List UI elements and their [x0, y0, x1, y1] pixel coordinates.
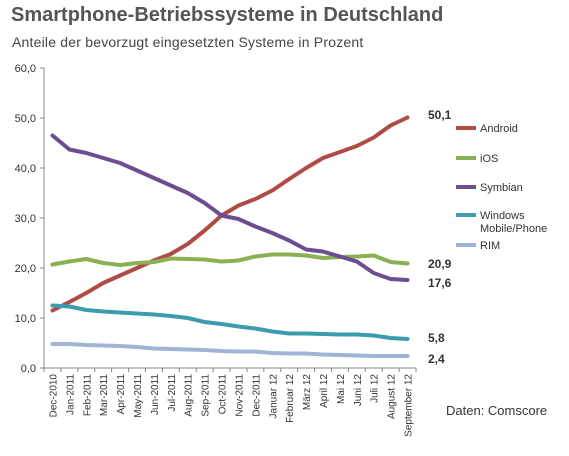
end-labels: 50,1 20,9 17,6 5,8 2,4	[428, 108, 452, 366]
series-lines	[50, 115, 410, 358]
series-line-rim	[50, 342, 410, 358]
series-line-windows-mobile-phone	[50, 303, 410, 341]
x-ticks: Dec-2010 Jan-2011 Feb-2011 Mar-2011 Apr-2011…	[43, 368, 417, 437]
end-value-label: 2,4	[428, 352, 445, 366]
x-tick-label: Feb-2011	[82, 374, 93, 417]
x-tick-label: Juli 12	[370, 374, 381, 403]
series-line-symbian	[50, 133, 410, 282]
y-tick-label: 10,0	[15, 313, 36, 325]
x-tick-label: Dec-2010	[48, 374, 59, 418]
x-tick-label: Oct-2011	[218, 374, 229, 415]
legend-label: iOS	[480, 153, 498, 165]
legend-label: Windows	[480, 210, 525, 222]
legend-label: Android	[480, 123, 518, 135]
x-tick-label: Dec-2011	[251, 374, 262, 417]
x-tick-label: Juni 12	[353, 374, 364, 407]
x-tick-label: Nov-2011	[234, 374, 245, 417]
y-ticks: 0,0 10,0 20,0 30,0 40,0 50,0 60,0	[15, 63, 44, 375]
series-line-ios	[50, 252, 410, 267]
x-tick-label: Februar 12	[285, 374, 296, 423]
end-value-label: 5,8	[428, 331, 445, 345]
chart-source: Daten: Comscore	[446, 403, 548, 418]
x-tick-label: Apr-2011	[116, 374, 127, 415]
x-tick-label: August 12	[387, 374, 398, 419]
x-tick-label: Mar-2011	[99, 374, 110, 416]
x-tick-label: Jan-2011	[65, 374, 76, 415]
end-value-label: 17,6	[428, 276, 452, 290]
y-tick-label: 60,0	[15, 63, 36, 75]
end-value-label: 50,1	[428, 108, 452, 122]
x-tick-label: May-2011	[133, 374, 144, 418]
end-value-label: 20,9	[428, 257, 452, 271]
legend-label: Mobile/Phone	[480, 223, 547, 235]
x-tick-label: Jun-2011	[150, 374, 161, 415]
y-tick-label: 40,0	[15, 163, 36, 175]
y-tick-label: 20,0	[15, 263, 36, 275]
series-line-android	[50, 115, 410, 313]
y-tick-label: 50,0	[15, 113, 36, 125]
legend-label: Symbian	[480, 182, 523, 194]
x-tick-label: Aug-2011	[184, 374, 195, 417]
chart-title: Smartphone-Betriebssysteme in Deutschlan…	[11, 4, 444, 26]
x-tick-label: April 12	[319, 374, 330, 408]
y-tick-label: 30,0	[15, 213, 36, 225]
chart-subtitle: Anteile der bevorzugt eingesetzten Syste…	[12, 34, 364, 50]
x-tick-label: März 12	[302, 374, 313, 411]
y-tick-label: 0,0	[21, 363, 36, 375]
x-tick-label: Sep-2011	[201, 374, 212, 417]
x-tick-label: Mai 12	[336, 374, 347, 404]
legend-label: RIM	[480, 240, 500, 252]
x-tick-label: Januar 12	[268, 374, 279, 419]
x-tick-label: September 12	[404, 374, 415, 437]
x-tick-label: Jul-2011	[167, 374, 178, 412]
